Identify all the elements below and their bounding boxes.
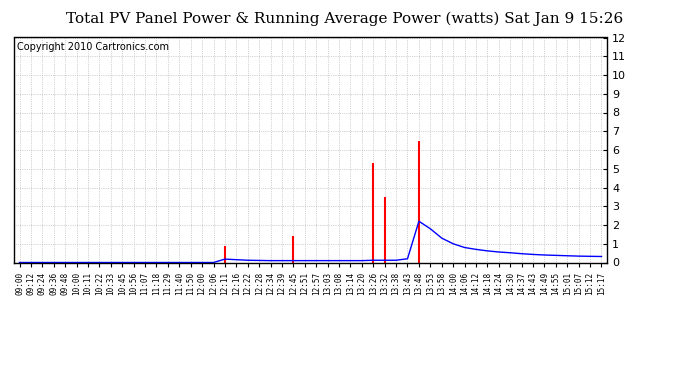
Text: Copyright 2010 Cartronics.com: Copyright 2010 Cartronics.com	[17, 42, 169, 52]
Text: Total PV Panel Power & Running Average Power (watts) Sat Jan 9 15:26: Total PV Panel Power & Running Average P…	[66, 11, 624, 26]
